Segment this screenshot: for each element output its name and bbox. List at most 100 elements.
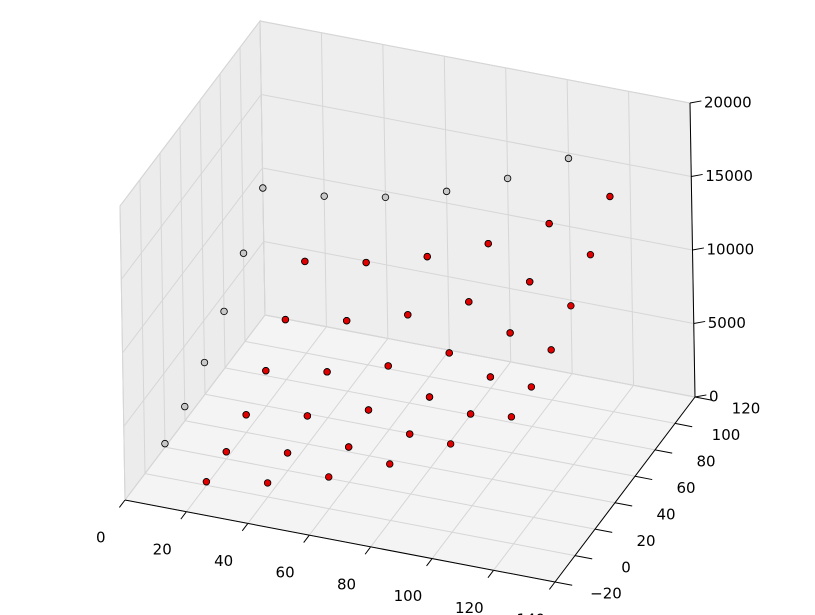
point (525, 278, 534, 286)
point (506, 329, 514, 337)
y-tick-label: 40 (656, 505, 675, 523)
z-tick-label: 0 (709, 388, 719, 406)
grid-line (247, 338, 389, 524)
point (404, 311, 412, 319)
point (507, 413, 516, 421)
point (384, 362, 392, 370)
point (362, 258, 370, 267)
x-tick-label: 140 (516, 611, 545, 615)
point (344, 443, 353, 451)
x-tick-mark (303, 534, 310, 543)
grid-line (204, 393, 636, 477)
point (181, 402, 189, 411)
point (405, 430, 414, 438)
grid-line (164, 446, 596, 530)
grid-line (259, 20, 691, 104)
point (364, 406, 373, 414)
point (503, 174, 512, 183)
grid-line (262, 167, 693, 251)
grid-line (123, 241, 265, 427)
point (484, 239, 492, 248)
x-tick-mark (119, 499, 126, 508)
point (586, 250, 595, 259)
point (259, 184, 267, 192)
x-tick-label: 40 (214, 552, 233, 570)
y-tick-mark (674, 422, 693, 428)
point (466, 410, 475, 418)
point (262, 367, 270, 375)
x-tick-mark (426, 558, 433, 567)
y-tick-mark (634, 475, 653, 481)
grid-line (144, 473, 576, 557)
grid-line (122, 167, 263, 354)
point (606, 192, 614, 201)
point (423, 252, 431, 261)
grid-line (431, 373, 573, 559)
x-tick-mark (364, 546, 372, 555)
x-tick-label: 20 (153, 540, 172, 558)
point (446, 440, 455, 448)
x-tick-mark (180, 511, 187, 520)
point (301, 257, 309, 266)
point (547, 346, 555, 354)
grid-line (370, 361, 512, 548)
x-tick-mark (549, 581, 556, 590)
grid-line (120, 94, 262, 280)
y-tick-label: 120 (732, 400, 761, 418)
x-tick-label: 120 (455, 599, 484, 615)
x-tick-label: 80 (337, 575, 356, 593)
point (545, 219, 553, 228)
point (325, 473, 333, 481)
point (281, 315, 290, 324)
grid-line (119, 20, 261, 207)
grid-line (224, 367, 656, 451)
y-tick-mark (614, 502, 633, 507)
grid-line (308, 349, 450, 536)
point (239, 249, 248, 257)
point (222, 448, 231, 456)
x-tick-mark (487, 569, 494, 578)
y-tick-mark (654, 449, 673, 454)
y-axis-line (554, 396, 696, 583)
x-tick-mark (241, 523, 249, 532)
y-tick-label: −20 (590, 585, 622, 603)
point (263, 479, 272, 487)
grid-line (263, 241, 694, 324)
y-tick-mark (594, 528, 613, 533)
x-tick-label: 100 (394, 587, 423, 605)
z-tick-label: 5000 (708, 314, 746, 332)
point (200, 358, 209, 367)
point (386, 460, 394, 468)
y-tick-mark (694, 396, 713, 401)
point (242, 411, 250, 419)
grid-line (244, 340, 676, 424)
z-tick-mark (693, 320, 706, 324)
point (303, 412, 312, 420)
y-tick-mark (574, 555, 593, 560)
y-tick-label: 60 (676, 479, 695, 497)
point (465, 298, 473, 306)
point (564, 154, 573, 163)
grid-line (264, 314, 696, 398)
z-tick-mark (691, 173, 703, 177)
grid-line (493, 384, 634, 571)
x-tick-label: 60 (276, 564, 295, 582)
point (320, 192, 328, 200)
y-tick-label: 20 (636, 532, 655, 550)
z-tick-mark (689, 100, 702, 104)
point (527, 383, 536, 391)
z-tick-mark (694, 394, 707, 398)
z-axis-line (689, 102, 696, 398)
y-tick-label: 80 (696, 453, 715, 471)
point (220, 307, 228, 316)
point (486, 373, 495, 381)
grid-line (124, 314, 266, 501)
y-tick-label: 0 (621, 558, 631, 576)
point (445, 349, 453, 357)
y-tick-label: 100 (712, 426, 741, 444)
point (342, 317, 351, 325)
x-axis-line (124, 499, 556, 583)
point (442, 187, 451, 196)
